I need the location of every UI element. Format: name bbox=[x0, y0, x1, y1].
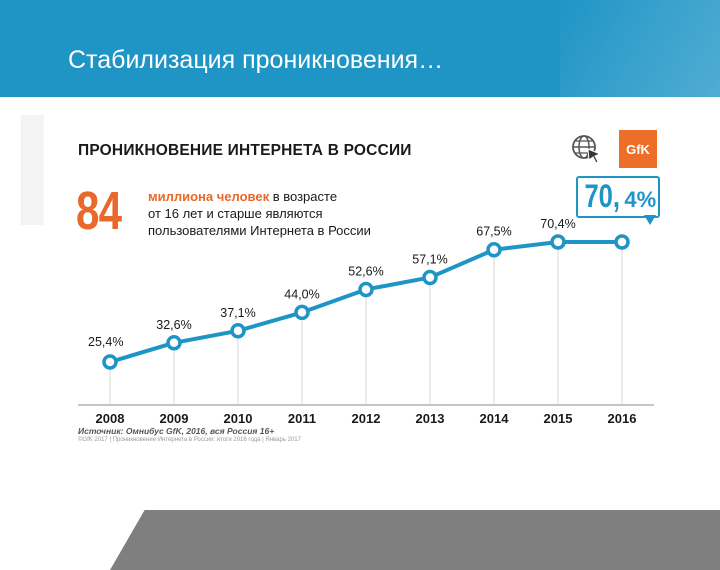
data-point bbox=[166, 335, 182, 351]
source-note: Источник: Омнибус GfK, 2016, вся Россия … bbox=[78, 426, 275, 436]
data-point bbox=[422, 269, 438, 286]
data-label: 25,4% bbox=[88, 335, 123, 349]
x-tick-label: 2011 bbox=[288, 411, 316, 426]
x-tick-label: 2008 bbox=[96, 411, 125, 426]
headline-highlight: миллиона человек bbox=[148, 189, 270, 204]
data-point bbox=[614, 234, 630, 250]
data-label: 57,1% bbox=[412, 252, 447, 266]
header-band bbox=[0, 0, 720, 97]
x-tick-label: 2009 bbox=[160, 411, 189, 426]
slide-title: Стабилизация проникновения… bbox=[68, 46, 444, 74]
globe-cursor-icon bbox=[572, 135, 602, 164]
data-point bbox=[230, 323, 246, 339]
header-band-accent bbox=[560, 0, 720, 97]
headline-text: миллиона человек в возрасте от 16 лет и … bbox=[148, 188, 438, 239]
line-chart: 25,4% 32,6% 37,1% 44,0% 52,6% 57,1% 67,5% 70,4%… bbox=[78, 217, 654, 426]
chart-title: ПРОНИКНОВЕНИЕ ИНТЕРНЕТА В РОССИИ bbox=[78, 142, 412, 159]
callout-tail bbox=[644, 215, 656, 225]
footer-band bbox=[110, 510, 720, 570]
callout-int: 70, bbox=[584, 178, 620, 214]
data-point bbox=[358, 281, 374, 298]
headline-line-2: от 16 лет и старше являются bbox=[148, 206, 323, 221]
headline-line-1: миллиона человек в возрасте bbox=[148, 188, 438, 205]
data-label: 70,4% bbox=[540, 217, 575, 231]
x-tick-label: 2015 bbox=[544, 411, 573, 426]
headline-line-1-rest: в возрасте bbox=[269, 189, 338, 204]
headline-line-3: пользователями Интернета в России bbox=[148, 223, 371, 238]
data-label: 44,0% bbox=[284, 287, 319, 301]
x-tick-label: 2016 bbox=[608, 411, 637, 426]
gfk-logo: GfK bbox=[619, 130, 657, 168]
x-tick-label: 2013 bbox=[416, 411, 445, 426]
source-small-print: ©GfK 2017 | Проникновение Интернета в Ро… bbox=[78, 437, 301, 443]
callout-value: 70, 4% bbox=[576, 176, 660, 218]
data-label: 52,6% bbox=[348, 264, 383, 278]
callout-dec: 4% bbox=[624, 187, 657, 212]
data-point bbox=[102, 354, 118, 370]
x-tick-label: 2010 bbox=[224, 411, 253, 426]
data-label: 37,1% bbox=[220, 306, 255, 320]
big-number: 84 bbox=[76, 181, 122, 241]
x-tick-label: 2014 bbox=[480, 411, 510, 426]
data-point bbox=[550, 234, 566, 250]
background-watermark-letter: I bbox=[10, 80, 55, 259]
data-point bbox=[294, 304, 310, 321]
chart-card: ПРОНИКНОВЕНИЕ ИНТЕРНЕТА В РОССИИ GfK 84 … bbox=[64, 120, 660, 445]
data-label: 32,6% bbox=[156, 318, 191, 332]
data-label: 67,5% bbox=[476, 225, 511, 239]
x-tick-label: 2012 bbox=[352, 411, 381, 426]
data-point bbox=[486, 241, 502, 258]
